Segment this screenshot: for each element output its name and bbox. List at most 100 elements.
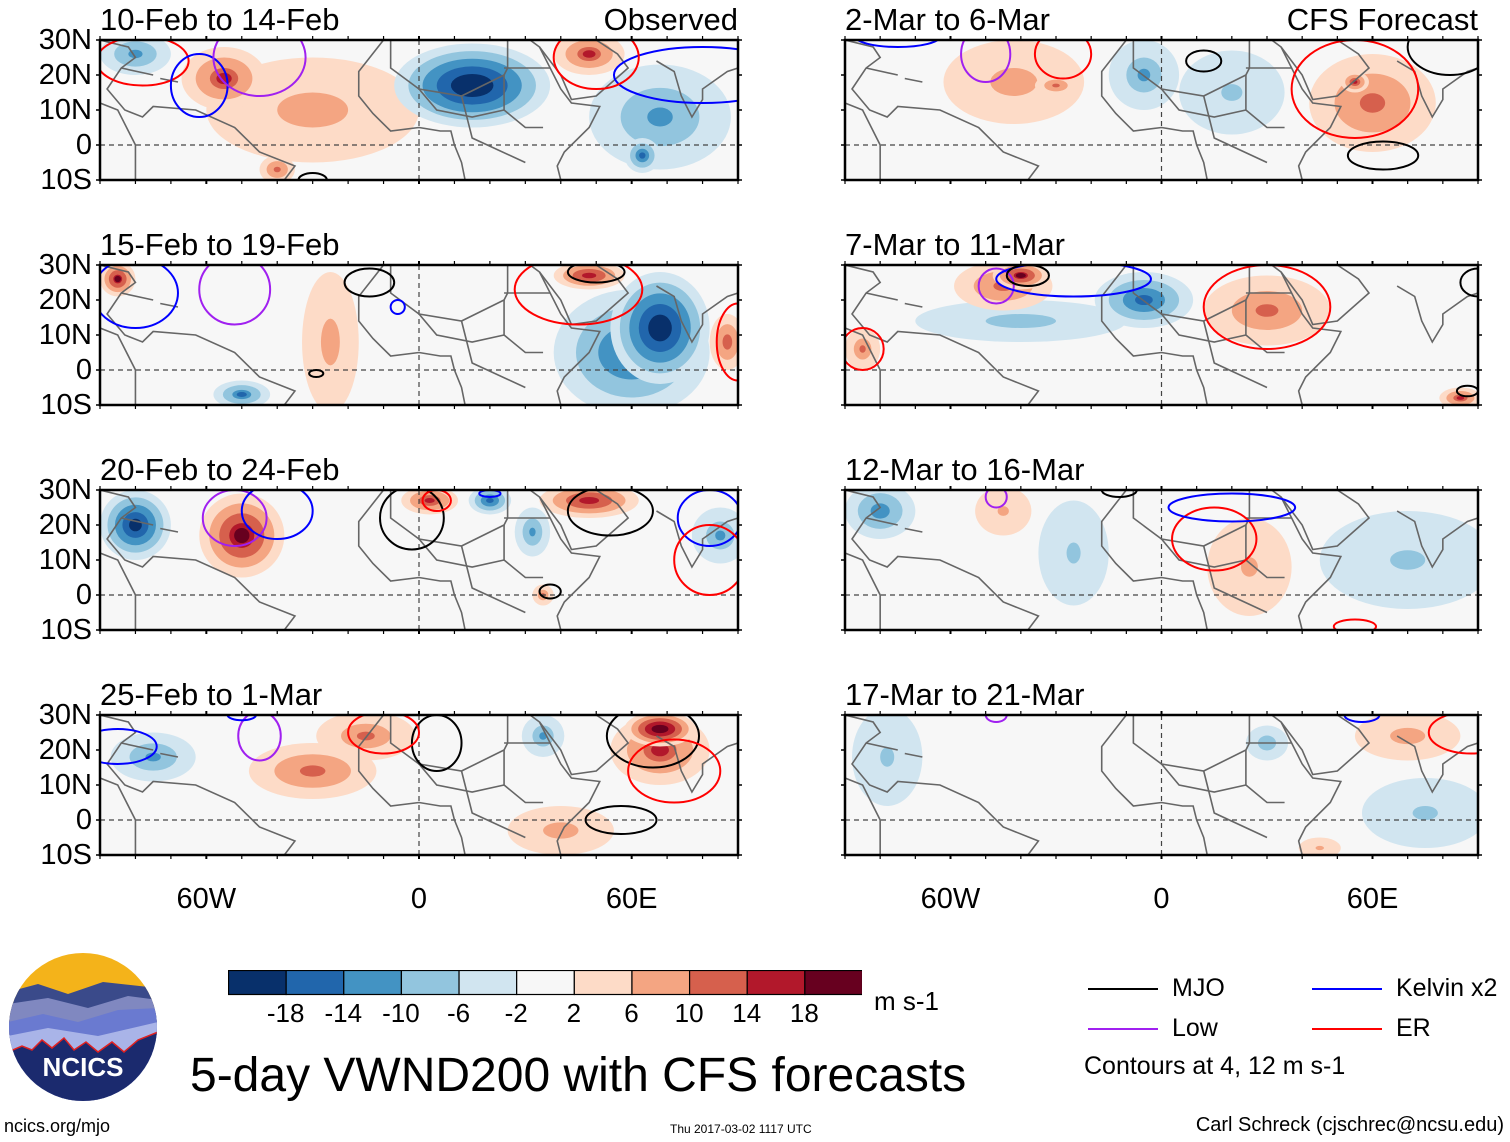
- anomaly-band: [299, 765, 326, 777]
- y-tick-label: 0: [75, 579, 92, 611]
- coastline: [100, 715, 297, 855]
- colorbar-tick-label: 14: [732, 998, 762, 1028]
- legend-label: Low: [1172, 1014, 1218, 1042]
- y-tick-label: 10S: [40, 614, 92, 646]
- contour-mjo: [605, 715, 700, 769]
- map-panel: [841, 486, 1482, 634]
- contour-kelvin-x2: [100, 728, 158, 765]
- legend-line-low: [1088, 1028, 1158, 1030]
- coastline: [1245, 750, 1285, 804]
- anomaly-band: [582, 272, 597, 279]
- legend-line-mjo: [1088, 988, 1158, 990]
- anomaly-band: [529, 527, 536, 537]
- coastline: [1100, 490, 1209, 630]
- coastline: [845, 715, 1040, 855]
- contour-low: [198, 265, 272, 326]
- anomaly-band: [582, 50, 596, 58]
- coastline: [904, 527, 923, 533]
- contour-mjo: [1406, 40, 1478, 76]
- coastline: [160, 752, 179, 758]
- anomaly-band: [1390, 727, 1426, 745]
- coastline: [383, 265, 601, 405]
- coastline: [1202, 770, 1268, 839]
- y-tick-label: 0: [75, 129, 92, 161]
- contour-kelvin-x2: [856, 40, 940, 48]
- anomaly-band: [639, 152, 646, 159]
- coastline: [460, 545, 526, 614]
- contour-low: [237, 715, 282, 762]
- contour-er: [347, 715, 420, 755]
- coastline: [656, 285, 738, 344]
- coastline: [865, 67, 898, 76]
- y-tick-label: 10N: [38, 544, 92, 576]
- coastline: [1126, 265, 1343, 405]
- anomaly-band: [1315, 845, 1324, 851]
- anomaly-band: [273, 166, 281, 173]
- contour-er: [421, 490, 452, 512]
- coastline: [656, 60, 738, 119]
- map-panel: [841, 711, 1482, 859]
- coastline: [904, 302, 923, 308]
- colorbar-tick-label: 18: [789, 998, 819, 1028]
- coastline: [1202, 545, 1268, 614]
- coastline: [503, 525, 544, 579]
- forecast-column-header: CFS Forecast: [1286, 2, 1478, 37]
- contour-low: [977, 267, 1015, 305]
- map-panel: [96, 711, 742, 859]
- contour-er: [1290, 40, 1420, 139]
- contour-er: [845, 327, 885, 371]
- colorbar-swatch: [400, 970, 460, 996]
- timestamp: Thu 2017-03-02 1117 UTC: [670, 1122, 812, 1136]
- anomaly-band: [1240, 557, 1258, 577]
- coastline: [418, 88, 505, 118]
- coastline: [357, 490, 466, 630]
- anomaly-band: [880, 747, 895, 767]
- coastline: [503, 75, 544, 129]
- coastline: [845, 777, 881, 855]
- anomaly-band: [236, 391, 247, 398]
- contour-low: [984, 715, 1008, 723]
- contour-mjo: [379, 490, 445, 551]
- contour-er: [715, 302, 738, 382]
- contour-er: [552, 40, 640, 90]
- colorbar-tick-label: -14: [324, 998, 363, 1028]
- coastline: [538, 490, 630, 551]
- map-panel: [96, 36, 742, 184]
- contour-mjo: [1100, 490, 1138, 498]
- contour-er: [513, 265, 644, 326]
- coastline: [1202, 95, 1268, 164]
- colorbar-swatch: [458, 970, 518, 996]
- y-tick-label: 10N: [38, 769, 92, 801]
- coastline: [100, 40, 297, 180]
- coastline: [656, 735, 738, 794]
- anomaly-band: [145, 752, 161, 762]
- contour-mjo: [410, 715, 463, 772]
- coastline: [845, 265, 1040, 405]
- contour-mjo: [297, 172, 328, 180]
- y-tick-label: 10N: [38, 94, 92, 126]
- anomaly-band: [424, 497, 435, 504]
- colorbar-tick-label: -10: [382, 998, 420, 1028]
- coastline: [1245, 525, 1285, 579]
- y-tick-label: 0: [75, 354, 92, 386]
- anomaly-band: [1221, 84, 1243, 101]
- anomaly-band: [715, 530, 726, 541]
- panel-period-title: 15-Feb to 19-Feb: [100, 227, 340, 262]
- logo-text: NCICS: [43, 1052, 124, 1082]
- anomaly-band: [356, 731, 375, 741]
- website-link[interactable]: ncics.org/mjo: [4, 1116, 111, 1136]
- colorbar-swatch: [804, 970, 862, 996]
- legend-label: MJO: [1172, 974, 1225, 1002]
- coastline: [1160, 313, 1247, 343]
- coastline: [357, 715, 466, 855]
- colorbar-tick-label: -6: [446, 998, 471, 1028]
- anomaly-band: [1255, 304, 1279, 317]
- x-tick-label: 60E: [605, 883, 658, 915]
- colorbar-tick-label: -18: [266, 998, 305, 1028]
- y-tick-label: 30N: [38, 24, 92, 56]
- y-tick-label: 10S: [40, 839, 92, 871]
- contour-mjo: [1459, 267, 1478, 298]
- anomaly-band: [651, 724, 669, 734]
- anomaly-band: [1412, 806, 1438, 820]
- coastline: [845, 102, 881, 180]
